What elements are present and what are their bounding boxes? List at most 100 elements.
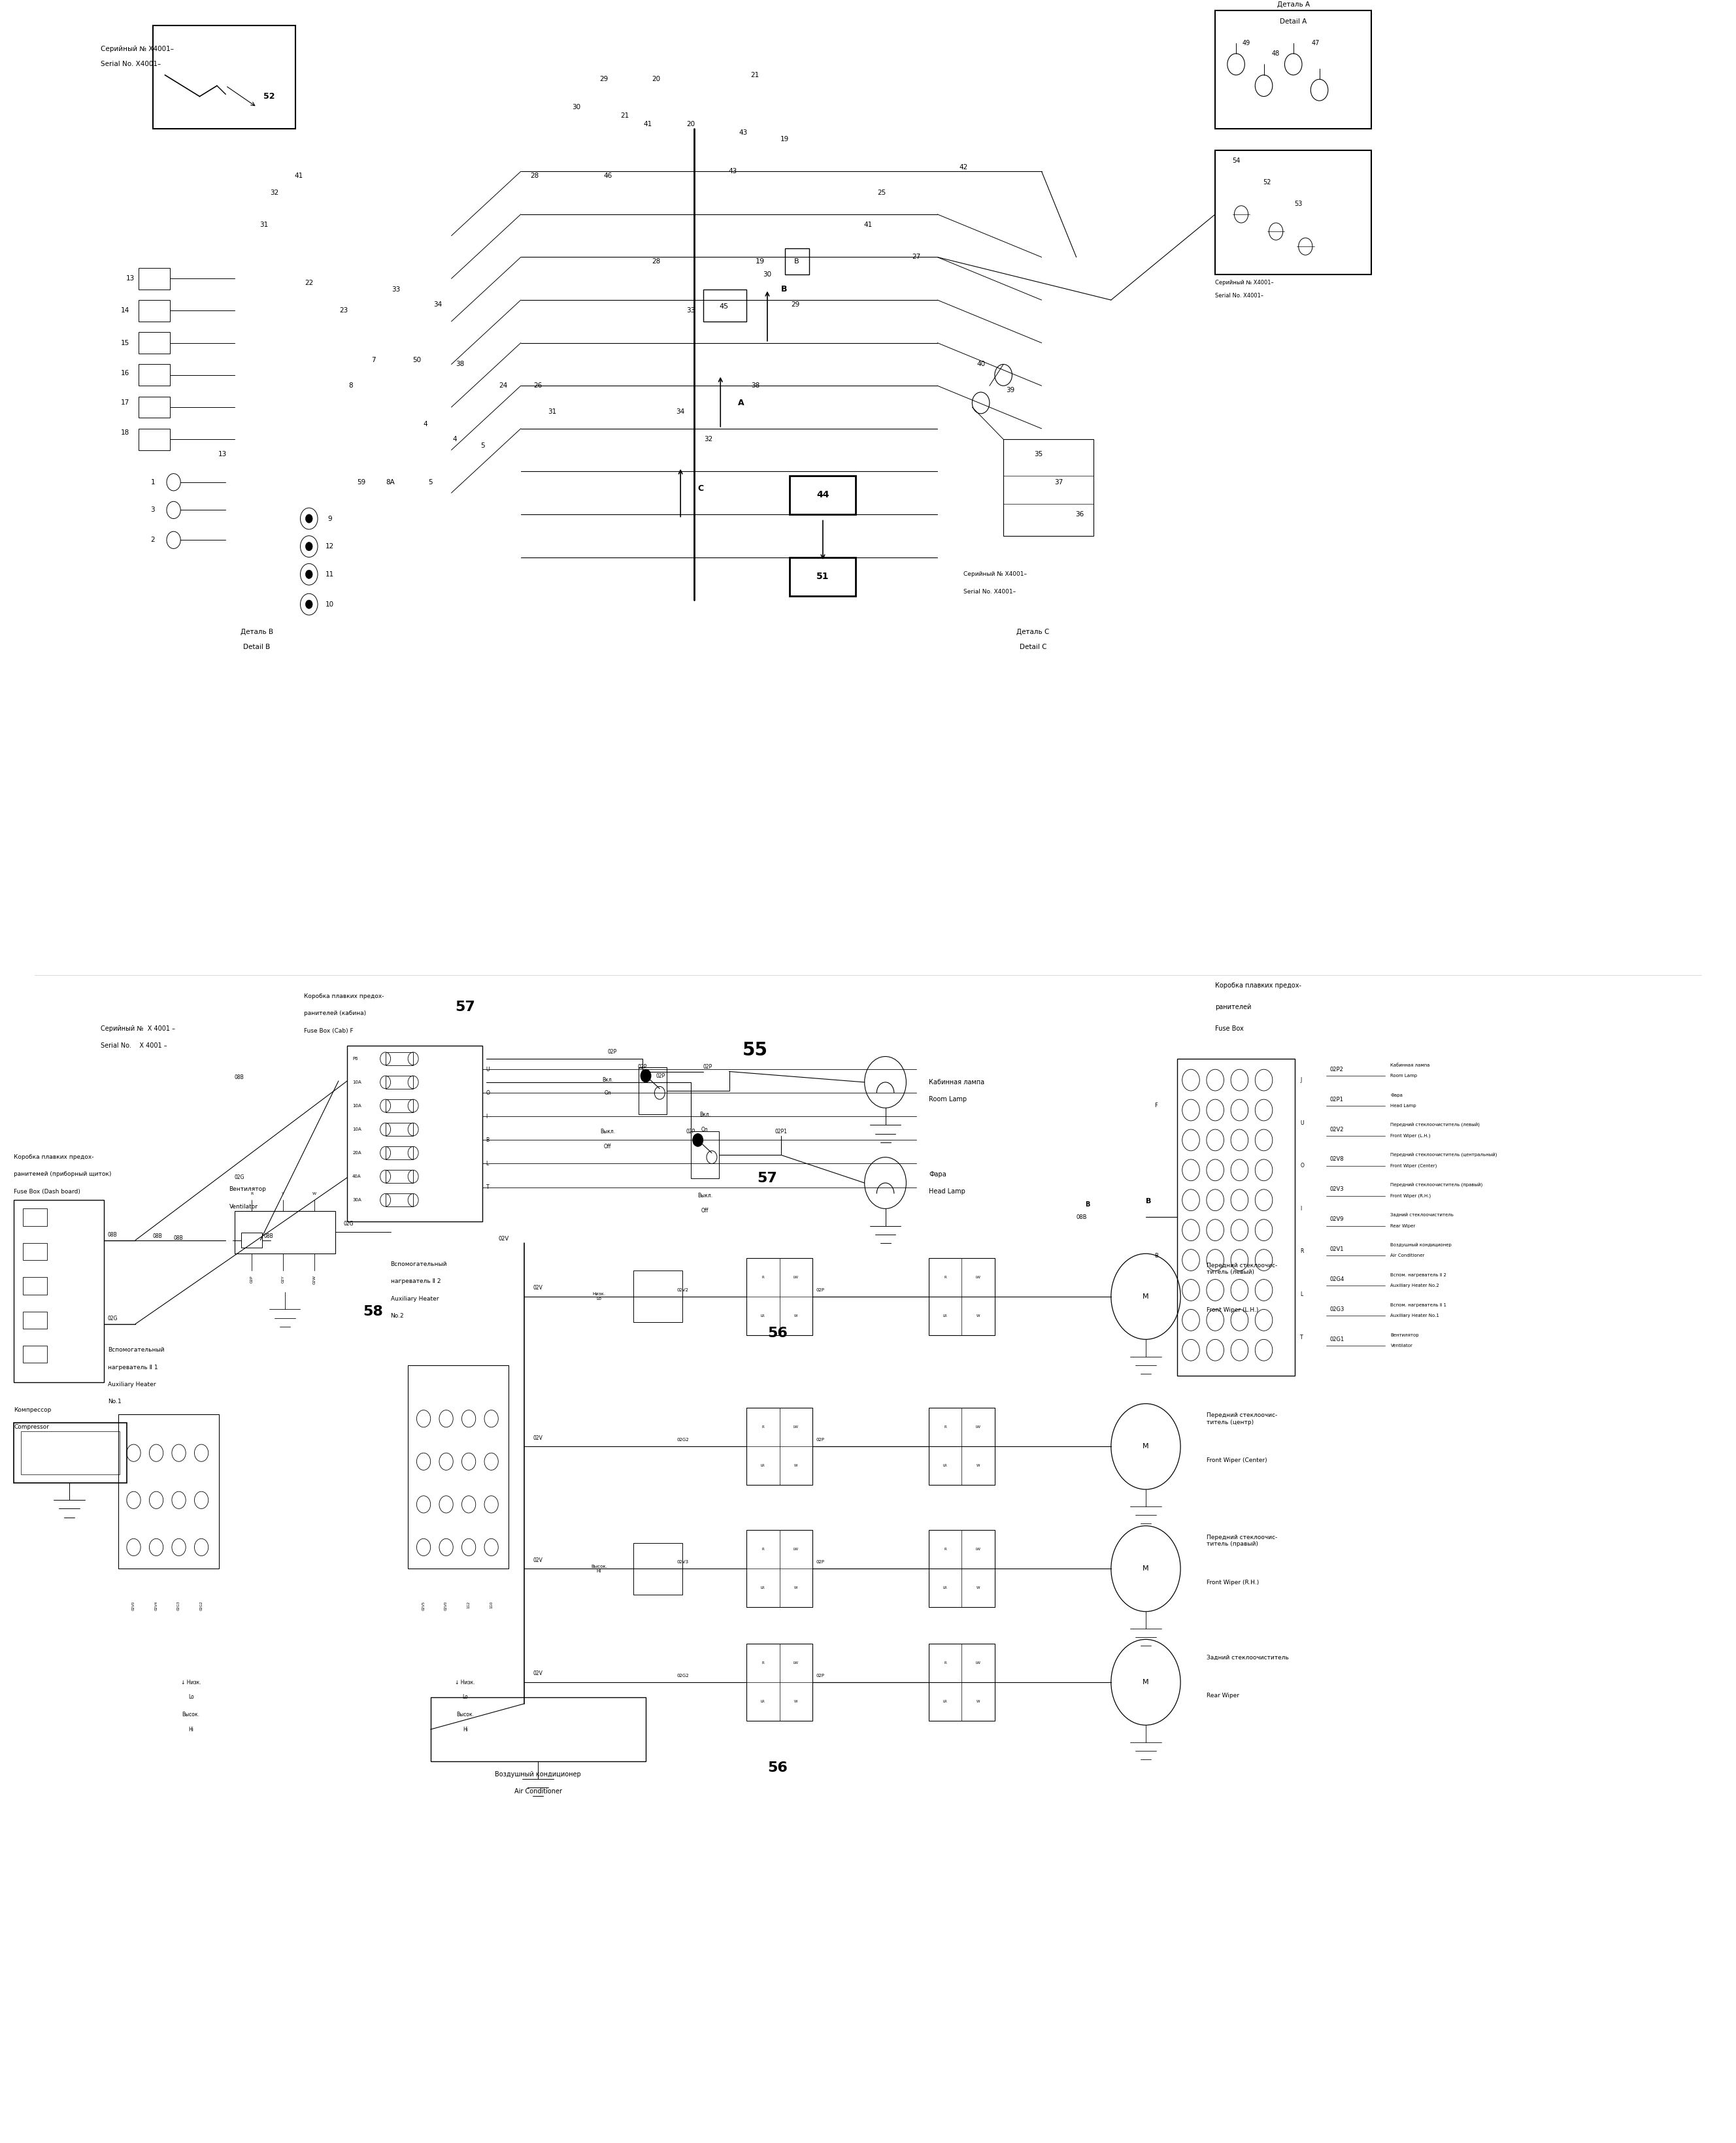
Text: 02V: 02V [533, 1436, 543, 1440]
Text: 8: 8 [349, 381, 352, 390]
Text: 50: 50 [413, 356, 420, 364]
Text: LR: LR [943, 1464, 948, 1468]
Text: U: U [1300, 1121, 1304, 1125]
Bar [431, 1697, 646, 1762]
Circle shape [306, 514, 312, 523]
Text: No.2: No.2 [391, 1314, 404, 1318]
Text: Detail A: Detail A [1279, 17, 1307, 26]
Bar [746, 1408, 812, 1485]
Text: Hi: Hi [187, 1727, 194, 1732]
Text: Высок.
Hi: Высок. Hi [590, 1564, 608, 1573]
Text: 52: 52 [1264, 178, 1271, 186]
Bar [347, 1046, 483, 1222]
Text: Head Lamp: Head Lamp [929, 1187, 965, 1196]
Text: 14: 14 [122, 306, 128, 315]
Text: нагреватель Ⅱ 2: нагреватель Ⅱ 2 [391, 1279, 441, 1284]
Text: Низк.
Lo: Низк. Lo [592, 1292, 606, 1301]
Text: 02P: 02P [816, 1288, 825, 1292]
Bar [691, 1132, 719, 1179]
Text: 56: 56 [767, 1327, 788, 1339]
Text: 02V5: 02V5 [422, 1601, 425, 1609]
Text: Серийный № X4001–: Серийный № X4001– [1215, 281, 1274, 285]
Bar [929, 1258, 995, 1335]
Bar [14, 1423, 127, 1483]
Text: 57: 57 [757, 1172, 778, 1185]
Text: 41: 41 [295, 171, 302, 180]
Text: M: M [1142, 1564, 1149, 1573]
Text: LR: LR [760, 1464, 766, 1468]
Text: 08B: 08B [1076, 1215, 1087, 1219]
Text: 27: 27 [913, 253, 920, 261]
Text: Y: Y [281, 1192, 285, 1196]
Text: Компрессор: Компрессор [14, 1408, 52, 1412]
Text: 30A: 30A [352, 1198, 361, 1202]
Text: 02V3: 02V3 [1330, 1187, 1344, 1192]
Text: 13: 13 [219, 450, 226, 459]
Bar [139, 332, 170, 354]
Text: 5: 5 [481, 441, 484, 450]
Text: 28: 28 [531, 171, 538, 180]
Bar [139, 396, 170, 418]
Text: 34: 34 [677, 407, 684, 416]
Text: 11: 11 [326, 570, 333, 579]
Text: Serial No. X4001–: Serial No. X4001– [963, 589, 1016, 594]
Text: 02G1: 02G1 [1330, 1337, 1344, 1342]
Text: Выкл.: Выкл. [601, 1129, 615, 1134]
Text: 43: 43 [740, 129, 746, 137]
Bar [1003, 439, 1094, 536]
Text: 49: 49 [1243, 39, 1250, 47]
Text: 02G3: 02G3 [1330, 1307, 1344, 1312]
Bar [790, 476, 856, 514]
Circle shape [306, 542, 312, 551]
Text: 02P: 02P [816, 1560, 825, 1564]
Text: LW: LW [793, 1275, 799, 1279]
Bar [139, 429, 170, 450]
Text: B: B [1146, 1198, 1151, 1204]
Bar [153, 26, 295, 129]
Bar [23, 1346, 47, 1363]
Text: A: A [738, 399, 745, 407]
Bar [1215, 11, 1371, 129]
Text: 33: 33 [687, 306, 694, 315]
Bar [385, 1170, 413, 1183]
Text: Serial No.    X 4001 –: Serial No. X 4001 – [101, 1041, 167, 1050]
Text: LR: LR [760, 1314, 766, 1318]
Text: Передний стеклоочиститель (левый): Передний стеклоочиститель (левый) [1391, 1123, 1481, 1127]
Text: R: R [944, 1547, 946, 1552]
Bar [790, 557, 856, 596]
Text: Кабинная лампа: Кабинная лампа [1391, 1063, 1430, 1067]
Text: 02G: 02G [344, 1222, 354, 1226]
Text: Воздушный кондиционер: Воздушный кондиционер [495, 1770, 582, 1779]
Text: 36: 36 [1076, 510, 1083, 519]
Text: 08B: 08B [234, 1074, 245, 1080]
Text: 21: 21 [752, 71, 759, 79]
Text: 7: 7 [372, 356, 375, 364]
Text: 58: 58 [363, 1305, 384, 1318]
Text: Ventilator: Ventilator [229, 1204, 259, 1209]
Text: Передний стеклоочиститель (центральный): Передний стеклоочиститель (центральный) [1391, 1153, 1498, 1157]
Text: 16: 16 [122, 369, 128, 377]
Bar [703, 289, 746, 321]
Bar [1177, 1059, 1295, 1376]
Bar [639, 1067, 667, 1114]
Text: 1: 1 [151, 478, 155, 486]
Text: 47: 47 [1312, 39, 1319, 47]
Text: LR: LR [943, 1699, 948, 1704]
Text: 24: 24 [500, 381, 507, 390]
Text: R: R [944, 1661, 946, 1665]
Text: 02G2: 02G2 [677, 1438, 689, 1442]
Text: 30: 30 [764, 270, 771, 279]
Text: 02P1: 02P1 [1330, 1097, 1344, 1102]
Text: 8A: 8A [385, 478, 396, 486]
Text: 4: 4 [424, 420, 427, 429]
Text: 26: 26 [535, 381, 542, 390]
Text: 02V: 02V [498, 1237, 509, 1241]
Bar [139, 268, 170, 289]
Text: LW: LW [793, 1547, 799, 1552]
Text: Air Conditioner: Air Conditioner [514, 1787, 562, 1796]
Text: 02P: 02P [608, 1050, 616, 1054]
Text: 34: 34 [434, 300, 441, 309]
Text: 02V1: 02V1 [1330, 1247, 1344, 1252]
Text: Высок.: Высок. [457, 1712, 474, 1717]
Text: R: R [1300, 1249, 1304, 1254]
